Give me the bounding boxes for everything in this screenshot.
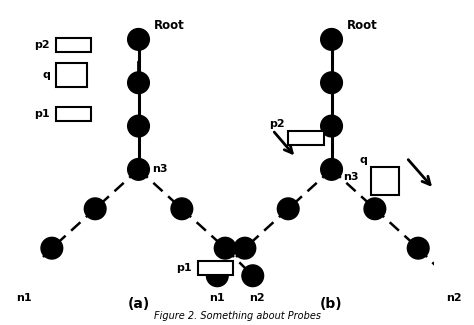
Text: n2: n2 (446, 293, 462, 304)
Circle shape (84, 198, 106, 220)
Bar (56, 63, 87, 87)
Text: n2: n2 (249, 293, 264, 304)
Text: p2: p2 (34, 40, 50, 50)
Text: (a): (a) (128, 297, 150, 311)
Circle shape (128, 115, 149, 137)
Circle shape (234, 237, 255, 259)
Circle shape (207, 265, 228, 287)
Text: p1: p1 (34, 109, 50, 119)
Circle shape (407, 237, 429, 259)
Bar (371, 167, 399, 195)
Text: n3: n3 (343, 172, 359, 182)
Text: n1: n1 (210, 293, 225, 304)
Circle shape (128, 159, 149, 180)
Text: Root: Root (154, 19, 185, 32)
Text: q: q (359, 155, 367, 165)
Circle shape (128, 29, 149, 50)
Bar (56, 107, 91, 121)
Circle shape (242, 265, 264, 287)
Circle shape (321, 115, 342, 137)
Text: Figure 2. Something about Probes: Figure 2. Something about Probes (154, 311, 320, 321)
Circle shape (277, 198, 299, 220)
Circle shape (435, 265, 456, 287)
Circle shape (321, 29, 342, 50)
Bar (288, 131, 324, 145)
Text: Root: Root (347, 19, 378, 32)
Circle shape (13, 265, 35, 287)
Circle shape (128, 72, 149, 94)
Bar (198, 261, 233, 275)
Text: n1: n1 (17, 293, 32, 304)
Text: n3: n3 (152, 164, 168, 175)
Circle shape (214, 237, 236, 259)
Circle shape (171, 198, 193, 220)
Text: q: q (42, 70, 50, 80)
Text: p2: p2 (269, 119, 284, 129)
Text: (b): (b) (320, 297, 343, 311)
Bar (56, 38, 91, 52)
Circle shape (41, 237, 63, 259)
Text: p1: p1 (176, 263, 191, 273)
Circle shape (364, 198, 386, 220)
Circle shape (321, 159, 342, 180)
Circle shape (321, 72, 342, 94)
